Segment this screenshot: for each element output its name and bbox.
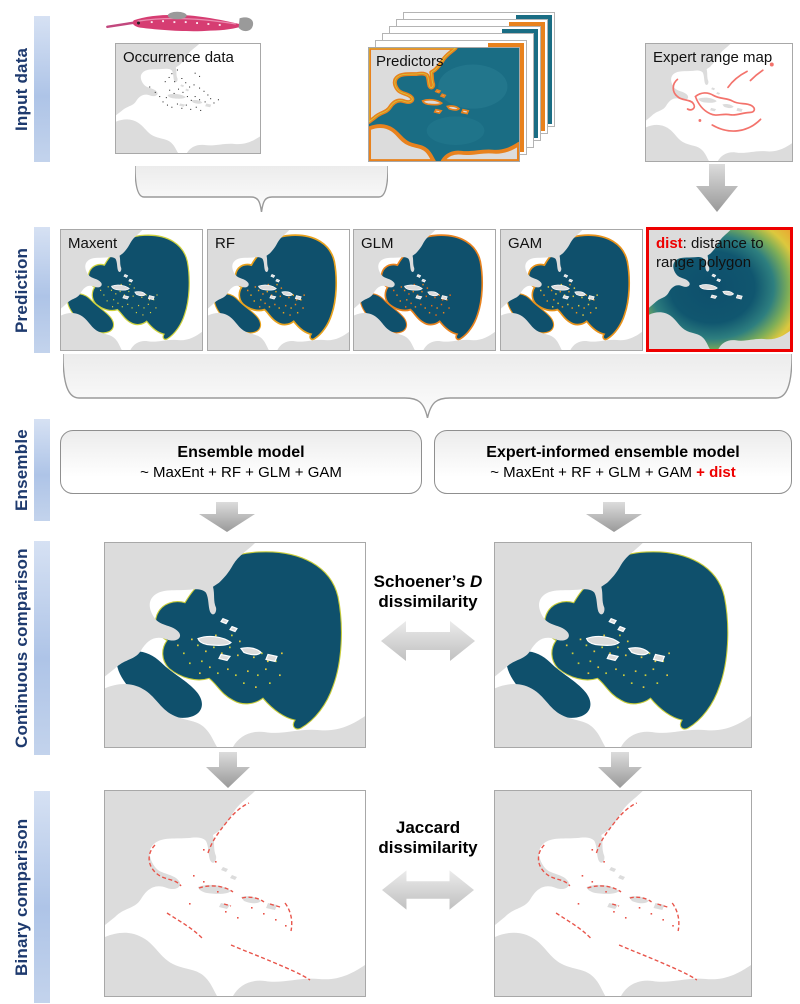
rf-panel: RF <box>207 229 350 351</box>
arrow-ensemble-to-continuous-left <box>197 502 257 532</box>
row-label-text: Ensemble <box>12 429 31 511</box>
row-label-bar <box>34 419 50 521</box>
ensemble-model-formula: ~ MaxEnt + RF + GLM + GAM <box>140 463 342 481</box>
dist-rest: : distance to range polygon <box>656 235 764 271</box>
double-arrow-continuous <box>381 618 475 664</box>
double-arrow-icon <box>382 870 474 910</box>
row-label-input-data: Input data <box>2 16 52 162</box>
binary-map-right <box>495 791 751 996</box>
gam-map <box>501 230 642 350</box>
predictors-map <box>369 48 519 161</box>
rf-map <box>208 230 349 350</box>
brace-icon <box>63 354 792 418</box>
down-arrow-icon <box>206 752 250 788</box>
double-arrow-binary <box>382 866 474 914</box>
row-label-prediction: Prediction <box>2 227 52 353</box>
glm-label: GLM <box>361 235 394 252</box>
predictors-label: Predictors <box>376 53 444 70</box>
schoeners-d-label: Schoener’s D dissimilarity <box>352 572 504 612</box>
down-arrow-icon <box>586 502 642 532</box>
schoeners-d-line2: dissimilarity <box>378 592 478 611</box>
rf-label: RF <box>215 235 235 252</box>
trumpetfish-image <box>102 7 260 41</box>
row-label-binary-comparison: Binary comparison <box>2 791 52 1003</box>
row-label-bar <box>34 16 50 162</box>
expert-range-map-label: Expert range map <box>653 49 773 66</box>
arrow-ensemble-to-continuous-right <box>584 502 644 532</box>
dist-term: dist <box>656 235 683 252</box>
gam-label: GAM <box>508 235 543 252</box>
continuous-map-right-panel <box>494 542 752 748</box>
down-arrow-icon <box>598 752 642 788</box>
schoeners-d-line1: Schoener’s D <box>373 572 483 591</box>
row-label-bar <box>34 541 50 755</box>
occurrence-map <box>116 44 260 153</box>
row-label-text: Input data <box>12 47 31 131</box>
binary-map-left-panel <box>104 790 366 997</box>
occurrence-label: Occurrence data <box>123 49 234 66</box>
maxent-label: Maxent <box>68 235 118 252</box>
glm-map <box>354 230 495 350</box>
row-label-text: Binary comparison <box>12 818 31 976</box>
binary-map-left <box>105 791 365 996</box>
down-arrow-icon <box>199 502 255 532</box>
row-label-text: Continuous comparison <box>12 548 31 748</box>
predictors-stack: Predictors <box>368 12 560 164</box>
gam-panel: GAM <box>500 229 643 351</box>
occurrence-data-panel: Occurrence data <box>115 43 261 154</box>
continuous-map-left <box>105 543 365 747</box>
formula-base: ~ MaxEnt + RF + GLM + GAM <box>490 463 692 481</box>
ensemble-model-title: Ensemble model <box>177 443 305 461</box>
expert-range-map-panel: Expert range map <box>645 43 793 162</box>
row-label-bar <box>34 791 50 1003</box>
dist-label: dist: distance to range polygon <box>656 234 790 272</box>
arrow-continuous-to-binary-right <box>597 752 643 788</box>
arrow-continuous-to-binary-left <box>205 752 251 788</box>
glm-panel: GLM <box>353 229 496 351</box>
double-arrow-icon <box>381 621 475 661</box>
jaccard-line2: dissimilarity <box>378 838 478 857</box>
row-label-text: Prediction <box>12 247 31 333</box>
brace-predictions-to-ensembles <box>63 354 792 418</box>
brace-icon <box>135 166 388 212</box>
expert-ensemble-model-formula: ~ MaxEnt + RF + GLM + GAM + dist <box>490 464 736 481</box>
expert-ensemble-model-title: Expert-informed ensemble model <box>486 443 740 461</box>
expert-range-map <box>646 44 792 161</box>
ensemble-model-box: Ensemble model ~ MaxEnt + RF + GLM + GAM <box>60 430 422 494</box>
dist-panel: dist: distance to range polygon <box>646 227 793 352</box>
predictors-panel: Predictors <box>368 47 520 162</box>
jaccard-label: Jaccard dissimilarity <box>352 818 504 858</box>
formula-dist-term: + dist <box>696 463 736 481</box>
arrow-expert-to-dist <box>694 164 740 212</box>
row-label-bar <box>34 227 50 353</box>
trumpetfish-svg <box>106 11 254 32</box>
jaccard-line1: Jaccard <box>395 818 461 837</box>
row-label-ensemble: Ensemble <box>2 419 52 521</box>
binary-map-right-panel <box>494 790 752 997</box>
continuous-map-right <box>495 543 751 747</box>
dist-map <box>649 230 790 349</box>
continuous-map-left-panel <box>104 542 366 748</box>
maxent-map <box>61 230 202 350</box>
down-arrow-icon <box>696 164 738 212</box>
maxent-panel: Maxent <box>60 229 203 351</box>
row-label-continuous-comparison: Continuous comparison <box>2 541 52 755</box>
expert-ensemble-model-box: Expert-informed ensemble model ~ MaxEnt … <box>434 430 792 494</box>
brace-inputs-to-prediction <box>135 166 388 212</box>
